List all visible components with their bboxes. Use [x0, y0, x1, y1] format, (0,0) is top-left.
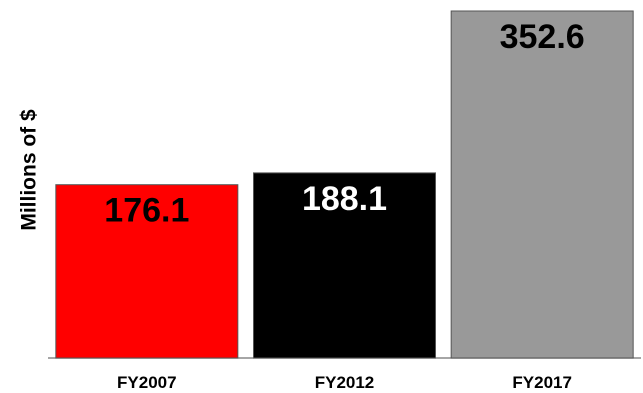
bar-fy2017	[450, 10, 634, 359]
data-label-fy2007: 176.1	[104, 192, 189, 230]
bar-fy2012	[253, 172, 436, 359]
bar-fy2007	[55, 184, 239, 359]
y-axis-label: Millions of $	[18, 109, 41, 231]
x-tick-label-fy2012: FY2012	[315, 373, 375, 392]
bars-group	[55, 10, 634, 359]
y-axis-title: Millions of $	[18, 109, 41, 231]
x-tick-labels-group: FY2007 FY2012 FY2017	[117, 373, 572, 392]
x-tick-label-fy2007: FY2007	[117, 373, 177, 392]
data-label-fy2017: 352.6	[500, 18, 585, 56]
x-tick-label-fy2017: FY2017	[512, 373, 572, 392]
data-labels-group: 176.1 188.1 352.6	[104, 18, 584, 230]
data-label-fy2012: 188.1	[302, 180, 387, 218]
